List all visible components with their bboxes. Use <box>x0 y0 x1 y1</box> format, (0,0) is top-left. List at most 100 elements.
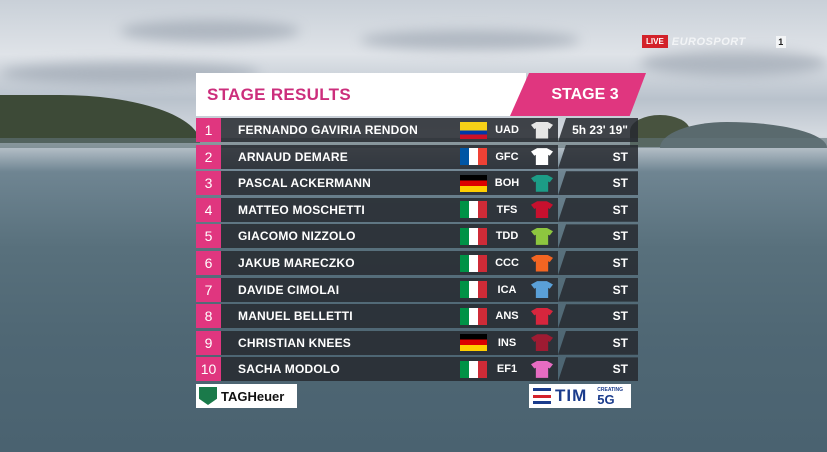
cloud <box>120 20 300 42</box>
cloud <box>640 50 827 76</box>
finish-time: ST <box>558 277 638 302</box>
team-jersey-icon <box>531 334 553 352</box>
team-jersey-icon <box>531 148 553 166</box>
shoreline <box>0 138 827 148</box>
flag-cell <box>458 330 488 355</box>
jersey-cell <box>526 144 558 169</box>
position-number: 9 <box>196 330 221 355</box>
flag-cell <box>458 171 488 196</box>
italy-flag-icon <box>459 281 487 299</box>
stage-badge: STAGE 3 <box>510 73 646 116</box>
colombia-flag-icon <box>459 121 487 139</box>
rider-name: ARNAUD DEMARE <box>221 144 458 169</box>
result-row: 10 SACHA MODOLO EF1 ST <box>196 357 638 382</box>
result-row: 1 FERNANDO GAVIRIA RENDON UAD 5h 23' 19" <box>196 118 638 142</box>
result-row: 9 CHRISTIAN KNEES INS ST <box>196 330 638 355</box>
team-code: CCC <box>488 251 526 275</box>
tag-heuer-text: TAGHeuer <box>221 388 285 404</box>
results-title: STAGE RESULTS <box>196 73 526 116</box>
finish-time: 5h 23' 19" <box>558 118 638 142</box>
rider-name: DAVIDE CIMOLAI <box>221 277 458 302</box>
finish-time: ST <box>558 224 638 249</box>
jersey-cell <box>526 357 558 382</box>
tag-heuer-shield-icon <box>199 387 217 405</box>
italy-flag-icon <box>459 307 487 325</box>
tim-5g-big: 5G <box>597 391 615 407</box>
result-row: 7 DAVIDE CIMOLAI ICA ST <box>196 277 638 302</box>
tim-mark-icon <box>533 388 551 404</box>
flag-cell <box>458 224 488 249</box>
finish-time: ST <box>558 330 638 355</box>
team-code: EF1 <box>488 357 526 382</box>
italy-flag-icon <box>459 227 487 245</box>
flag-cell <box>458 304 488 329</box>
rider-name: MATTEO MOSCHETTI <box>221 197 458 222</box>
channel-logo: EUROSPORT <box>671 35 746 48</box>
rider-name: SACHA MODOLO <box>221 357 458 382</box>
italy-flag-icon <box>459 360 487 378</box>
jersey-cell <box>526 277 558 302</box>
team-code: INS <box>488 330 526 355</box>
position-number: 6 <box>196 251 221 275</box>
team-jersey-icon <box>531 281 553 299</box>
team-jersey-icon <box>531 201 553 219</box>
tag-heuer-logo: TAGHeuer <box>196 384 297 408</box>
finish-time: ST <box>558 357 638 382</box>
flag-cell <box>458 144 488 169</box>
position-number: 10 <box>196 357 221 382</box>
finish-time: ST <box>558 304 638 329</box>
rider-name: CHRISTIAN KNEES <box>221 330 458 355</box>
team-code: ICA <box>488 277 526 302</box>
result-row: 5 GIACOMO NIZZOLO TDD ST <box>196 224 638 249</box>
flag-cell <box>458 118 488 142</box>
finish-time: ST <box>558 144 638 169</box>
rider-name: MANUEL BELLETTI <box>221 304 458 329</box>
team-jersey-icon <box>531 227 553 245</box>
result-row: 4 MATTEO MOSCHETTI TFS ST <box>196 197 638 222</box>
position-number: 5 <box>196 224 221 249</box>
team-jersey-icon <box>531 174 553 192</box>
broadcast-bug: LIVE EUROSPORT 1 <box>642 35 786 48</box>
jersey-cell <box>526 197 558 222</box>
live-badge: LIVE <box>642 35 668 48</box>
finish-time: ST <box>558 197 638 222</box>
team-code: UAD <box>488 118 526 142</box>
flag-cell <box>458 251 488 275</box>
result-row: 8 MANUEL BELLETTI ANS ST <box>196 304 638 329</box>
position-number: 3 <box>196 171 221 196</box>
finish-time: ST <box>558 251 638 275</box>
result-row: 3 PASCAL ACKERMANN BOH ST <box>196 171 638 196</box>
team-code: GFC <box>488 144 526 169</box>
team-jersey-icon <box>531 121 553 139</box>
team-jersey-icon <box>531 254 553 272</box>
flag-cell <box>458 357 488 382</box>
jersey-cell <box>526 304 558 329</box>
germany-flag-icon <box>459 334 487 352</box>
position-number: 2 <box>196 144 221 169</box>
team-code: ANS <box>488 304 526 329</box>
position-number: 7 <box>196 277 221 302</box>
tim-logo: TIM CREATING 5G <box>529 384 631 408</box>
finish-time: ST <box>558 171 638 196</box>
jersey-cell <box>526 171 558 196</box>
cloud <box>0 62 260 84</box>
team-jersey-icon <box>531 307 553 325</box>
position-number: 4 <box>196 197 221 222</box>
tim-text: TIM <box>555 386 588 405</box>
position-number: 1 <box>196 118 221 142</box>
tim-5g-badge: CREATING 5G <box>597 387 623 406</box>
jersey-cell <box>526 224 558 249</box>
flag-cell <box>458 197 488 222</box>
team-code: TDD <box>488 224 526 249</box>
rider-name: JAKUB MARECZKO <box>221 251 458 275</box>
result-row: 6 JAKUB MARECZKO CCC ST <box>196 251 638 275</box>
result-row: 2 ARNAUD DEMARE GFC ST <box>196 144 638 169</box>
italy-flag-icon <box>459 201 487 219</box>
team-code: BOH <box>488 171 526 196</box>
cloud <box>360 30 580 50</box>
team-code: TFS <box>488 197 526 222</box>
france-flag-icon <box>459 148 487 166</box>
jersey-cell <box>526 330 558 355</box>
team-jersey-icon <box>531 360 553 378</box>
flag-cell <box>458 277 488 302</box>
